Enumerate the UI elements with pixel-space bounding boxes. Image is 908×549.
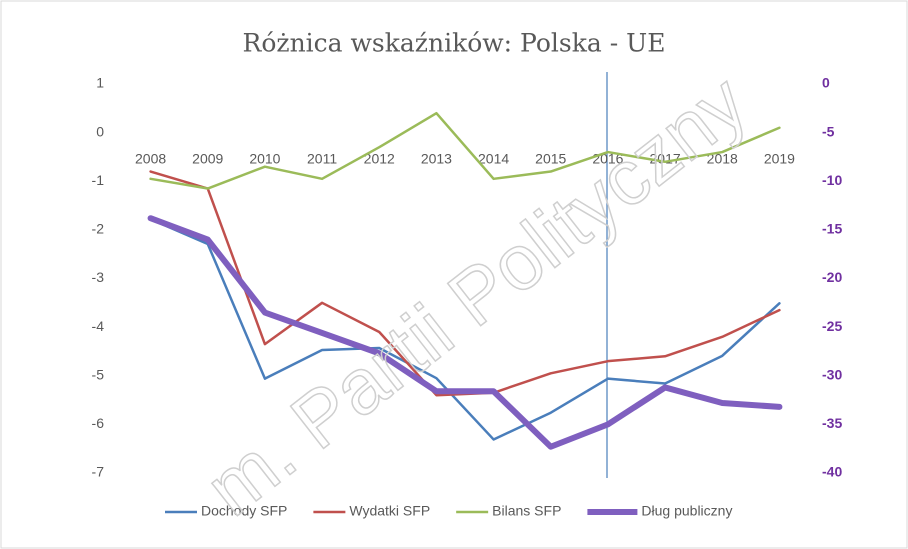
- x-tick-label: 2009: [192, 150, 223, 166]
- y-tick-label: -4: [92, 318, 105, 334]
- y2-tick-label: -10: [822, 172, 842, 188]
- x-tick-label: 2015: [535, 150, 566, 166]
- legend-label: Wydatki SFP: [349, 503, 430, 519]
- x-tick-label: 2017: [650, 150, 681, 166]
- y2-tick-label: -25: [822, 318, 842, 334]
- x-tick-label: 2019: [764, 150, 795, 166]
- y2-tick-label: -20: [822, 269, 842, 285]
- y2-tick-label: -15: [822, 221, 842, 237]
- y-tick-label: -6: [92, 415, 105, 431]
- y-tick-label: -7: [92, 464, 105, 480]
- x-tick-label: 2011: [307, 150, 337, 166]
- legend-label: Dochody SFP: [201, 503, 287, 519]
- legend-label: Dług publiczny: [641, 503, 732, 519]
- plot: 1 0 -1 -2 -3 -4 -5 -6 -7 0 -5 -10 -15 -20 -25 -30 -35 -40…: [92, 75, 843, 519]
- x-tick-label: 2010: [249, 150, 280, 166]
- x-tick-label: 2014: [478, 150, 509, 166]
- series-line: [149, 217, 781, 441]
- y-tick-label: -5: [92, 366, 105, 382]
- x-tick-label: 2013: [421, 150, 452, 166]
- y-tick-label: 1: [96, 75, 104, 91]
- x-tick-label: 2008: [135, 150, 166, 166]
- y-tick-label: -3: [92, 269, 105, 285]
- y-tick-label: -2: [92, 221, 105, 237]
- y2-tick-label: -5: [822, 123, 835, 139]
- y2-tick-label: -35: [822, 415, 842, 431]
- series-line: [149, 111, 781, 190]
- series-line: [147, 215, 783, 450]
- legend-label: Bilans SFP: [492, 503, 561, 519]
- y-tick-label: -1: [92, 172, 105, 188]
- y2-tick-label: 0: [822, 75, 830, 91]
- y-tick-label: 0: [96, 123, 104, 139]
- y2-tick-label: -40: [822, 464, 842, 480]
- x-tick-label: 2012: [364, 150, 395, 166]
- y2-tick-label: -30: [822, 366, 842, 382]
- chart-title: Różnica wskaźników: Polska - UE: [243, 29, 666, 58]
